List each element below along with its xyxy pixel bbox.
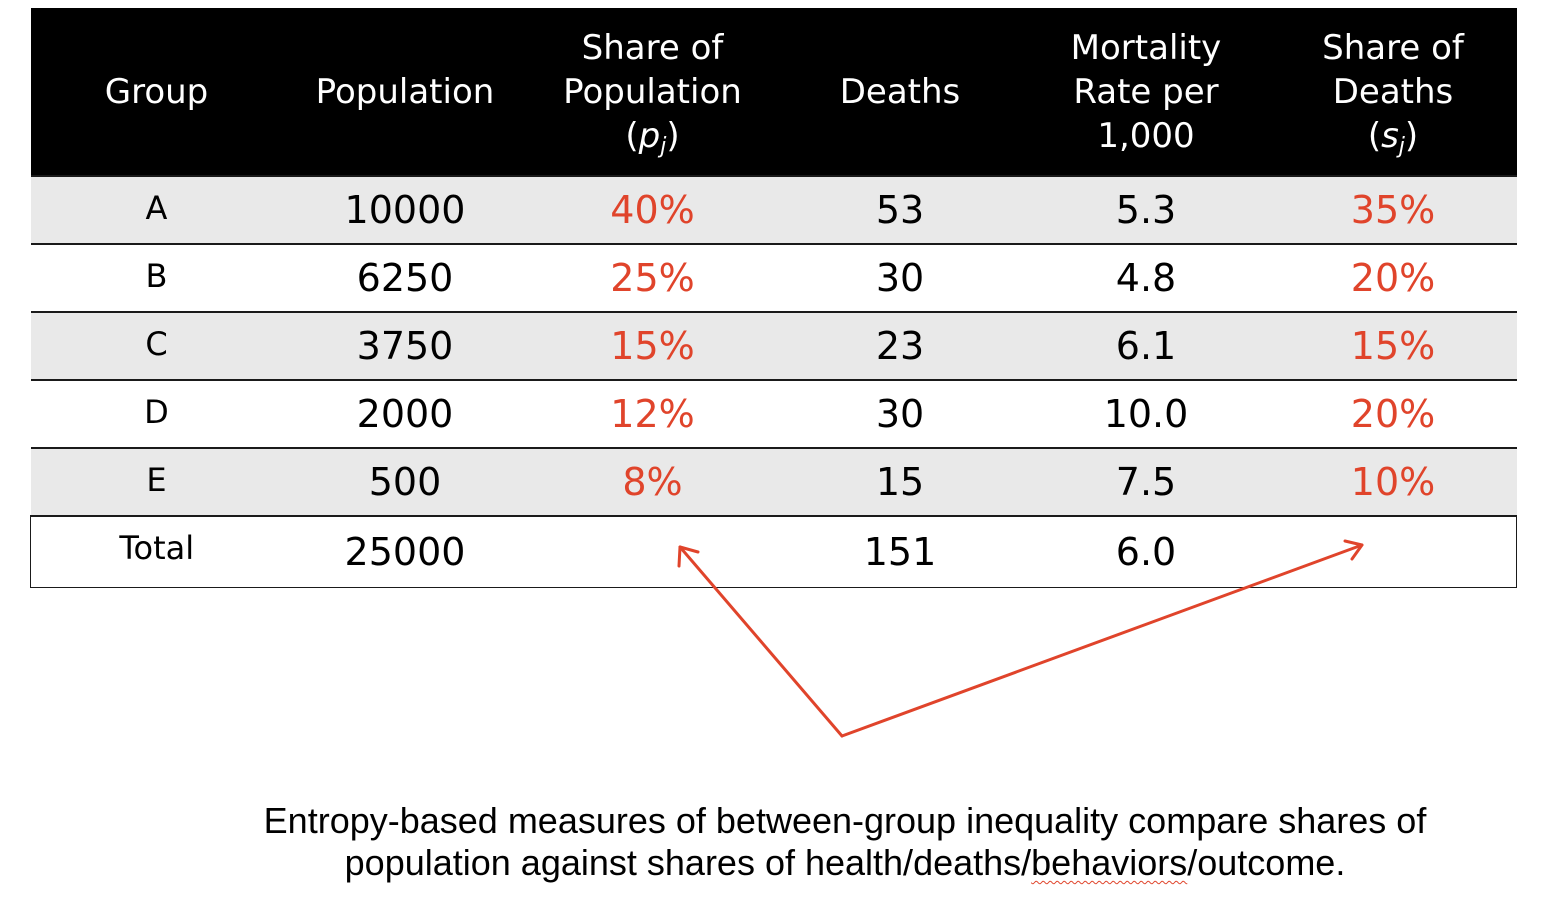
cell-total-label: Total xyxy=(30,515,283,588)
table-row: D 2000 12% 30 10.0 20% xyxy=(30,379,1517,448)
cell-rate: 7.5 xyxy=(1022,447,1270,516)
table-row: C 3750 15% 23 6.1 15% xyxy=(30,311,1517,380)
cell-population: 2000 xyxy=(282,379,528,448)
header-share-of-population: Share of Population (pj) xyxy=(527,8,778,176)
cell-share-deaths: 20% xyxy=(1269,243,1517,312)
header-row: Group Population Share of Population (pj… xyxy=(30,8,1517,176)
table-row: E 500 8% 15 7.5 10% xyxy=(30,447,1517,516)
caption: Entropy-based measures of between-group … xyxy=(200,800,1490,884)
caption-line-1: Entropy-based measures of between-group … xyxy=(263,800,1427,841)
cell-total-rate: 6.0 xyxy=(1022,515,1270,588)
cell-population: 10000 xyxy=(282,175,528,244)
cell-population: 6250 xyxy=(282,243,528,312)
cell-share-pop: 12% xyxy=(527,379,778,448)
header-share-of-deaths: Share of Deaths (sj) xyxy=(1269,8,1517,176)
caption-line-2b: /outcome. xyxy=(1187,842,1346,883)
cell-group: A xyxy=(30,175,283,244)
caption-line-2a: population against shares of health/deat… xyxy=(344,842,1032,883)
mortality-table: Group Population Share of Population (pj… xyxy=(30,8,1517,588)
header-group: Group xyxy=(30,8,283,176)
cell-share-pop: 8% xyxy=(527,447,778,516)
cell-total-deaths: 151 xyxy=(777,515,1023,588)
cell-share-pop: 25% xyxy=(527,243,778,312)
subscript-j: j xyxy=(1398,133,1405,159)
cell-share-deaths: 10% xyxy=(1269,447,1517,516)
cell-deaths: 15 xyxy=(777,447,1023,516)
table-row: A 10000 40% 53 5.3 35% xyxy=(30,175,1517,244)
cell-deaths: 30 xyxy=(777,243,1023,312)
cell-deaths: 53 xyxy=(777,175,1023,244)
cell-population: 500 xyxy=(282,447,528,516)
cell-rate: 5.3 xyxy=(1022,175,1270,244)
cell-rate: 10.0 xyxy=(1022,379,1270,448)
cell-share-pop: 15% xyxy=(527,311,778,380)
cell-group: C xyxy=(30,311,283,380)
cell-deaths: 30 xyxy=(777,379,1023,448)
cell-share-deaths: 20% xyxy=(1269,379,1517,448)
cell-rate: 4.8 xyxy=(1022,243,1270,312)
symbol-p: p xyxy=(638,115,661,156)
cell-deaths: 23 xyxy=(777,311,1023,380)
cell-total-population: 25000 xyxy=(282,515,528,588)
cell-rate: 6.1 xyxy=(1022,311,1270,380)
cell-population: 3750 xyxy=(282,311,528,380)
cell-group: B xyxy=(30,243,283,312)
caption-misspelled-word: behaviors xyxy=(1031,842,1188,883)
cell-total-share-deaths xyxy=(1269,515,1517,588)
cell-group: E xyxy=(30,447,283,516)
header-mortality-rate: Mortality Rate per 1,000 xyxy=(1022,8,1270,176)
cell-group: D xyxy=(30,379,283,448)
header-deaths: Deaths xyxy=(777,8,1023,176)
table-row: B 6250 25% 30 4.8 20% xyxy=(30,243,1517,312)
subscript-j: j xyxy=(660,133,667,159)
cell-share-pop: 40% xyxy=(527,175,778,244)
symbol-s: s xyxy=(1381,115,1399,156)
cell-total-share-pop xyxy=(527,515,778,588)
total-row: Total 25000 151 6.0 xyxy=(30,515,1517,588)
header-population: Population xyxy=(282,8,528,176)
cell-share-deaths: 35% xyxy=(1269,175,1517,244)
cell-share-deaths: 15% xyxy=(1269,311,1517,380)
